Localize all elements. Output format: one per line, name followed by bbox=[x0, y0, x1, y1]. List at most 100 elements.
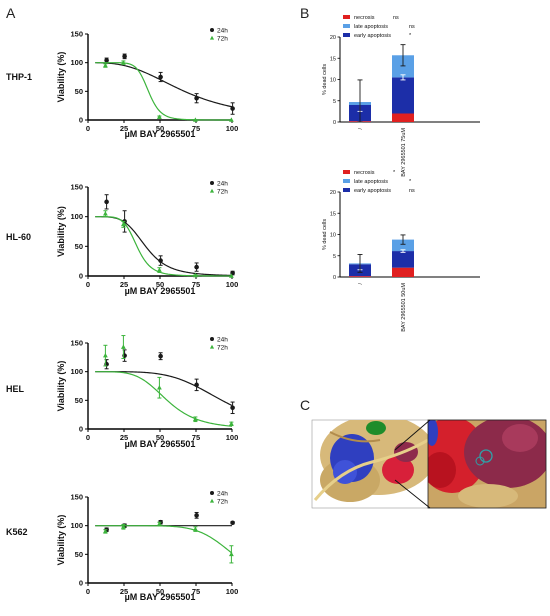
fit-curve-72h bbox=[95, 216, 232, 277]
x-tick-label: 100 bbox=[226, 124, 239, 133]
bar-segment-necrosis bbox=[349, 276, 371, 277]
viability-chart-hl60: 0 50 100 150 0 25 50 75 100 Viability (%) µM BAY 2… bbox=[6, 180, 238, 296]
bar-segment-early-apoptosis bbox=[392, 77, 414, 114]
x-tick-label: 50 bbox=[156, 433, 164, 442]
x-axis-title: µM BAY 2965501 bbox=[125, 286, 196, 296]
y-tick-label: 5 bbox=[333, 99, 336, 105]
y-tick-label: 150 bbox=[70, 183, 83, 192]
legend-label-72h: 72h bbox=[217, 498, 228, 505]
data-point-72h bbox=[229, 273, 234, 278]
x-axis-title: µM BAY 2965501 bbox=[125, 129, 196, 139]
y-axis-title: Viability (%) bbox=[56, 52, 66, 103]
panel-label-c: C bbox=[300, 397, 310, 413]
data-point-72h bbox=[157, 114, 162, 119]
y-axis-title: Viability (%) bbox=[56, 515, 66, 566]
cell-line-label: HEL bbox=[6, 384, 25, 394]
data-point-24h bbox=[230, 520, 235, 526]
legend-swatch-early-apoptosis bbox=[343, 33, 350, 37]
viability-chart-hel: 0 50 100 150 0 25 50 75 100 Viability (%) µM BAY 2… bbox=[6, 335, 239, 449]
data-point-24h bbox=[230, 405, 235, 411]
legend-label-early-apoptosis: early apoptosis bbox=[354, 188, 391, 194]
data-point-72h bbox=[193, 526, 198, 531]
protein-structure-image bbox=[311, 419, 547, 509]
legend-label-24h: 24h bbox=[217, 490, 228, 497]
y-tick-label: 0 bbox=[79, 579, 83, 588]
x-tick-label: 25 bbox=[120, 280, 128, 289]
x-tick-label: BAY 2965501 75uM bbox=[401, 128, 407, 177]
x-tick-label: 75 bbox=[192, 433, 200, 442]
significance-marker: * bbox=[409, 33, 412, 39]
legend-swatch-late-apoptosis bbox=[343, 24, 350, 28]
cell-line-label: THP-1 bbox=[6, 72, 32, 82]
bar-segment-necrosis bbox=[392, 113, 414, 122]
data-point-24h bbox=[230, 106, 235, 111]
x-tick-label: 25 bbox=[120, 124, 128, 133]
significance-marker: ns bbox=[409, 24, 415, 30]
y-tick-label: 5 bbox=[333, 254, 336, 260]
legend-marker-72h bbox=[209, 188, 215, 193]
y-axis-title: Viability (%) bbox=[56, 206, 66, 257]
legend-marker-24h bbox=[210, 337, 214, 341]
x-tick-label: 25 bbox=[120, 587, 128, 596]
cell-line-label: K562 bbox=[6, 527, 28, 537]
y-tick-label: 50 bbox=[75, 396, 83, 405]
x-axis-title: µM BAY 2965501 bbox=[125, 439, 196, 449]
x-tick-label: / bbox=[358, 283, 364, 285]
x-tick-label: BAY 2965501 50uM bbox=[401, 283, 407, 332]
y-tick-label: 0 bbox=[79, 272, 83, 281]
legend-swatch-necrosis bbox=[343, 15, 350, 19]
data-point-24h bbox=[158, 353, 163, 359]
x-tick-label: 50 bbox=[156, 280, 164, 289]
significance-marker: ns bbox=[393, 15, 399, 21]
y-tick-label: 0 bbox=[333, 275, 336, 281]
x-tick-label: 25 bbox=[120, 433, 128, 442]
significance-marker: * bbox=[393, 170, 396, 176]
y-tick-label: 100 bbox=[70, 367, 83, 376]
data-point-24h bbox=[194, 95, 199, 101]
viability-chart-thp1: 0 50 100 150 0 25 50 75 100 Viability (%) µM BAY 2… bbox=[6, 27, 238, 139]
legend-marker-24h bbox=[210, 491, 214, 495]
data-point-72h bbox=[103, 62, 108, 68]
y-tick-label: 50 bbox=[75, 242, 83, 251]
data-point-72h bbox=[103, 211, 108, 216]
data-point-24h bbox=[122, 54, 127, 59]
y-tick-label: 10 bbox=[330, 78, 336, 84]
legend-label-late-apoptosis: late apoptosis bbox=[354, 179, 388, 185]
data-point-72h bbox=[229, 421, 234, 426]
legend-label-72h: 72h bbox=[217, 344, 228, 351]
y-tick-label: 100 bbox=[70, 212, 83, 221]
y-tick-label: 10 bbox=[330, 233, 336, 239]
x-tick-label: 100 bbox=[226, 433, 239, 442]
legend-swatch-necrosis bbox=[343, 170, 350, 174]
x-tick-label: 75 bbox=[192, 280, 200, 289]
legend-label-72h: 72h bbox=[217, 35, 228, 42]
x-tick-label: 75 bbox=[192, 587, 200, 596]
panel-label-b: B bbox=[300, 5, 309, 21]
y-tick-label: 150 bbox=[70, 30, 83, 39]
legend-swatch-early-apoptosis bbox=[343, 188, 350, 192]
legend-marker-72h bbox=[209, 498, 215, 503]
data-point-72h bbox=[121, 60, 126, 65]
panel-label-a: A bbox=[6, 5, 16, 21]
fit-curve-72h bbox=[95, 371, 233, 427]
fit-curve-24h bbox=[95, 62, 233, 108]
cell-line-label: HL-60 bbox=[6, 232, 31, 242]
significance-marker: * bbox=[409, 179, 412, 185]
bar-segment-early-apoptosis bbox=[392, 251, 414, 268]
data-point-72h bbox=[157, 385, 162, 390]
y-tick-label: 20 bbox=[330, 35, 336, 41]
data-point-72h bbox=[121, 221, 126, 227]
x-tick-label: 0 bbox=[86, 587, 90, 596]
y-tick-label: 20 bbox=[330, 190, 336, 196]
data-point-72h bbox=[193, 272, 198, 278]
data-point-24h bbox=[194, 513, 199, 518]
y-tick-label: 150 bbox=[70, 493, 83, 502]
data-point-24h bbox=[104, 58, 109, 63]
y-tick-label: 0 bbox=[79, 116, 83, 125]
fit-curve-24h bbox=[95, 216, 233, 276]
data-point-24h bbox=[194, 264, 199, 270]
significance-marker: ns bbox=[409, 188, 415, 194]
x-tick-label: 50 bbox=[156, 587, 164, 596]
legend-swatch-late-apoptosis bbox=[343, 179, 350, 183]
